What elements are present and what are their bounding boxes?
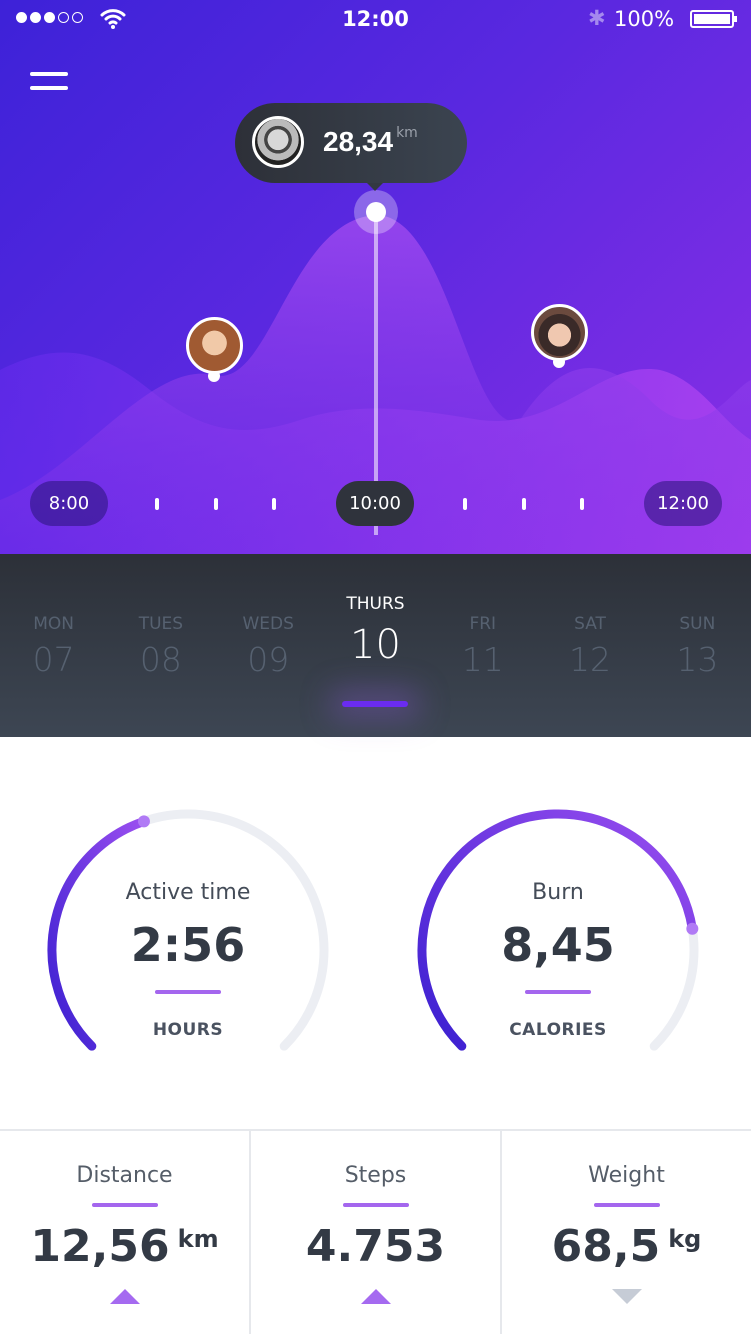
peak-marker-dot xyxy=(366,202,386,222)
stat-divider xyxy=(593,1203,660,1207)
avatar[interactable] xyxy=(531,304,588,361)
clock: 12:00 xyxy=(342,7,409,31)
avatar xyxy=(252,116,304,168)
day-date: 12 xyxy=(569,640,612,679)
gauge-progress xyxy=(47,816,149,1051)
trend-up-icon xyxy=(109,1289,140,1304)
day-name: THURS xyxy=(346,594,405,614)
gauge-progress-knob xyxy=(686,922,699,935)
day-date: 10 xyxy=(350,622,401,668)
time-tick xyxy=(272,498,276,510)
gauge-arc xyxy=(47,809,329,1051)
distance-tooltip: 28,34 km xyxy=(235,103,467,191)
tooltip-value: 28,34 xyxy=(323,126,394,157)
day-tues[interactable]: TUES 08 xyxy=(107,554,214,737)
stat-label: Weight xyxy=(588,1163,665,1188)
day-weds[interactable]: WEDS 09 xyxy=(215,554,322,737)
day-sun[interactable]: SUN 13 xyxy=(644,554,751,737)
day-thurs[interactable]: THURS 10 xyxy=(322,554,429,737)
stat-distance[interactable]: Distance 12,56 km xyxy=(0,1131,251,1334)
gauge-unit: CALORIES xyxy=(509,1020,607,1040)
day-date: 11 xyxy=(461,640,504,679)
day-name: SUN xyxy=(679,614,716,634)
stat-unit: km xyxy=(177,1225,219,1253)
gauge-progress-knob xyxy=(137,815,150,828)
avatar[interactable] xyxy=(186,317,243,374)
gauge-divider xyxy=(525,990,591,994)
day-date: 09 xyxy=(247,640,290,679)
day-picker: MON 07 TUES 08 WEDS 09 THURS 10 FRI 11 SAT 12 SUN 13 xyxy=(0,554,751,737)
timeline[interactable]: 8:00 10:00 12:00 xyxy=(0,481,751,526)
stat-value-wrap: 12,56 km xyxy=(0,1221,249,1272)
time-tick xyxy=(155,498,159,510)
trend-up-icon xyxy=(360,1289,391,1304)
stat-label: Steps xyxy=(344,1163,407,1188)
wifi-icon xyxy=(100,9,126,29)
stat-value: 12,56 xyxy=(30,1221,170,1272)
activity-chart-panel: 12:00 ✱ 100% 28,34 km 8:00 10:00 12:00 xyxy=(0,0,751,554)
day-fri[interactable]: FRI 11 xyxy=(429,554,536,737)
day-date: 08 xyxy=(139,640,182,679)
time-cursor-line xyxy=(374,205,378,535)
stat-unit: kg xyxy=(668,1225,702,1253)
time-tick xyxy=(214,498,218,510)
stat-value: 4.753 xyxy=(305,1221,446,1272)
day-date: 07 xyxy=(32,640,75,679)
stat-divider xyxy=(91,1203,158,1207)
tooltip-text: 28,34 km xyxy=(323,125,418,159)
gauge-arc xyxy=(417,809,699,1051)
day-name: TUES xyxy=(138,614,184,634)
bluetooth-icon: ✱ xyxy=(588,6,606,30)
day-date: 13 xyxy=(676,640,719,679)
menu-button[interactable] xyxy=(30,72,68,92)
tooltip-unit: km xyxy=(396,125,418,141)
gauge-burn: Burn 8,45 CALORIES xyxy=(408,800,708,1070)
gauge-unit: HOURS xyxy=(152,1020,224,1040)
time-tick xyxy=(522,498,526,510)
gauge-progress xyxy=(417,809,697,1051)
gauge-value: 8,45 xyxy=(501,918,615,972)
selected-day-indicator xyxy=(342,701,409,707)
time-tick xyxy=(463,498,467,510)
gauge-divider xyxy=(155,990,221,994)
time-tick xyxy=(580,498,584,510)
day-sat[interactable]: SAT 12 xyxy=(536,554,643,737)
stat-label: Distance xyxy=(76,1163,173,1188)
gauge-active-time: Active time 2:56 HOURS xyxy=(38,800,338,1070)
stat-weight[interactable]: Weight 68,5 kg xyxy=(502,1131,751,1334)
battery-icon xyxy=(690,10,737,28)
gauge-label: Burn xyxy=(532,880,584,905)
stat-divider xyxy=(342,1203,409,1207)
day-mon[interactable]: MON 07 xyxy=(0,554,107,737)
status-bar: 12:00 ✱ 100% xyxy=(0,0,751,40)
stat-steps[interactable]: Steps 4.753 xyxy=(251,1131,502,1334)
stats-row: Distance 12,56 km Steps 4.753 Weight 68,5… xyxy=(0,1129,751,1334)
gauge-value: 2:56 xyxy=(130,918,246,972)
day-name: WEDS xyxy=(242,614,294,634)
gauge-label: Active time xyxy=(125,880,251,905)
time-start[interactable]: 8:00 xyxy=(30,481,108,526)
time-end[interactable]: 12:00 xyxy=(644,481,722,526)
stat-value: 68,5 xyxy=(551,1221,661,1272)
battery-percent: 100% xyxy=(614,7,675,31)
stat-value-wrap: 68,5 kg xyxy=(502,1221,751,1272)
day-name: FRI xyxy=(469,614,497,634)
day-name: SAT xyxy=(574,614,606,634)
stat-value-wrap: 4.753 xyxy=(251,1221,500,1272)
trend-down-icon xyxy=(611,1289,642,1304)
signal-strength-icon xyxy=(16,12,83,23)
day-name: MON xyxy=(33,614,75,634)
time-current[interactable]: 10:00 xyxy=(336,481,414,526)
